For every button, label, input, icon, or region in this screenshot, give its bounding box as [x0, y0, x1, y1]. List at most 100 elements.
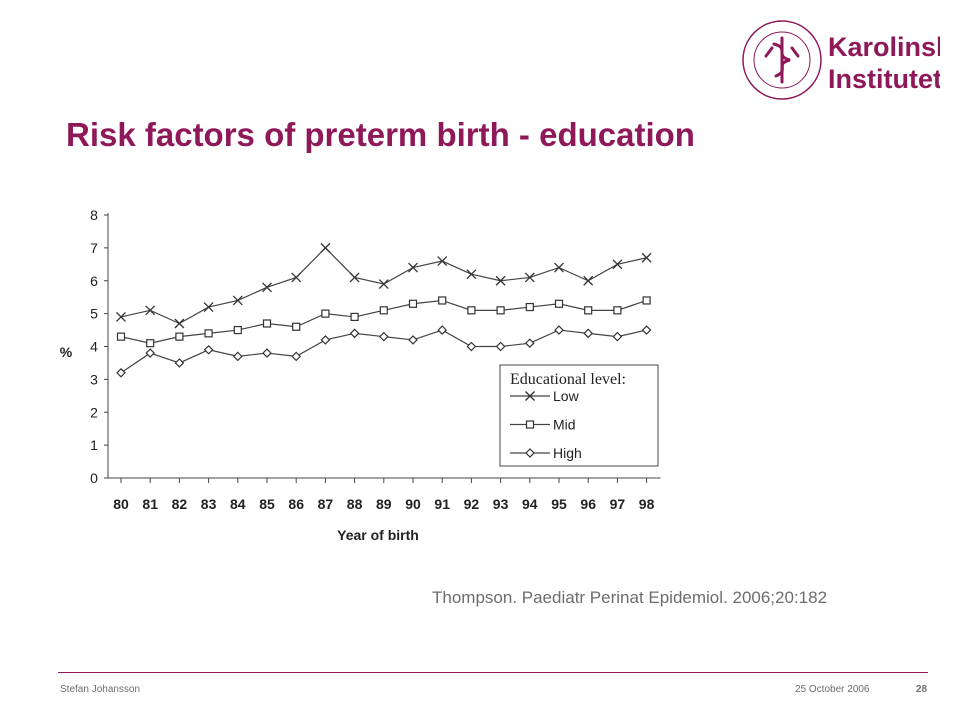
data-point: [232, 351, 243, 362]
data-point: [145, 305, 156, 316]
data-point: [495, 275, 506, 286]
data-point: [116, 332, 126, 341]
data-point: [378, 331, 389, 342]
seal-staff-icon: [764, 36, 800, 84]
logo-name-line2: Institutet: [828, 64, 940, 94]
data-point: [466, 269, 477, 280]
data-point: [116, 367, 126, 378]
y-tick-label: 7: [90, 240, 98, 256]
slide-title: Risk factors of preterm birth - educatio…: [66, 116, 695, 153]
data-point: [467, 306, 476, 315]
y-tick-label: 0: [90, 470, 98, 486]
data-point: [291, 351, 302, 362]
data-point: [292, 322, 301, 331]
data-point: [642, 296, 651, 305]
data-point: [613, 306, 622, 315]
x-tick-label: 87: [318, 496, 334, 512]
data-point: [408, 299, 418, 308]
x-tick-label: 91: [434, 496, 450, 512]
seal-inner-ring: [753, 31, 811, 89]
data-point: [495, 341, 506, 352]
data-point: [262, 348, 272, 358]
legend-label: High: [553, 445, 582, 461]
data-point: [233, 325, 242, 335]
legend-label: Low: [553, 388, 580, 404]
x-tick-label: 88: [347, 496, 363, 512]
legend-label: Mid: [553, 417, 576, 433]
x-tick-label: 84: [230, 496, 246, 512]
data-point: [554, 299, 564, 308]
data-point: [321, 309, 330, 318]
data-point: [350, 312, 359, 322]
y-tick-label: 4: [90, 339, 98, 355]
data-point: [262, 319, 272, 328]
y-tick-label: 5: [90, 306, 98, 322]
karolinska-logo: Karolinska Institutet: [742, 20, 940, 100]
x-tick-label: 94: [522, 496, 538, 512]
x-tick-label: 90: [405, 496, 421, 512]
y-tick-label: 8: [90, 207, 98, 223]
data-point: [524, 272, 535, 283]
seal-outer-ring: [742, 20, 822, 100]
data-point: [203, 344, 214, 355]
x-tick-label: 85: [259, 496, 275, 512]
data-point: [145, 348, 156, 358]
data-point: [438, 296, 447, 305]
y-tick-label: 2: [90, 404, 98, 420]
footer-date: 25 October 2006: [795, 684, 870, 695]
data-point: [554, 325, 564, 335]
x-tick-label: 86: [288, 496, 304, 512]
data-point: [641, 252, 652, 263]
data-point: [203, 302, 214, 313]
x-tick-label: 82: [172, 496, 188, 512]
x-tick-label: 83: [201, 496, 217, 512]
data-point: [612, 259, 623, 270]
x-tick-label: 95: [551, 496, 567, 512]
x-tick-label: 89: [376, 496, 392, 512]
data-point: [291, 272, 302, 283]
data-point: [408, 262, 418, 273]
x-tick-label: 98: [639, 496, 655, 512]
x-tick-label: 97: [610, 496, 626, 512]
x-tick-label: 93: [493, 496, 509, 512]
series-mid: [116, 296, 651, 348]
series-low: [116, 242, 652, 329]
data-point: [612, 331, 623, 342]
y-axis-label: %: [60, 344, 73, 360]
logo-name-line1: Karolinska: [828, 32, 940, 62]
data-point: [378, 279, 389, 289]
data-point: [174, 358, 185, 368]
legend-title: Educational level:: [510, 371, 626, 388]
data-point: [437, 256, 448, 266]
y-tick-label: 1: [90, 437, 98, 453]
data-point: [232, 295, 243, 306]
data-point: [320, 335, 331, 345]
data-point: [583, 328, 594, 339]
data-point: [349, 328, 360, 339]
data-point: [175, 332, 184, 341]
citation: Thompson. Paediatr Perinat Epidemiol. 20…: [432, 588, 828, 607]
data-point: [583, 275, 594, 286]
data-point: [554, 262, 564, 273]
data-point: [496, 306, 505, 315]
page-number: 28: [916, 684, 928, 695]
legend-marker: [525, 420, 535, 429]
data-point: [525, 302, 534, 312]
data-point: [349, 272, 360, 283]
data-point: [174, 318, 185, 329]
x-tick-label: 80: [113, 496, 129, 512]
data-point: [262, 282, 272, 293]
data-point: [408, 335, 418, 345]
data-point: [466, 341, 477, 352]
data-point: [641, 325, 652, 335]
series-high: [116, 325, 652, 378]
y-tick-label: 6: [90, 273, 98, 289]
legend-marker: [525, 391, 535, 401]
footer-divider: [58, 672, 928, 673]
data-point: [379, 306, 388, 315]
data-point: [584, 306, 593, 315]
data-point: [437, 325, 448, 335]
x-tick-label: 96: [580, 496, 596, 512]
legend-box: [499, 364, 659, 467]
footer-author: Stefan Johansson: [60, 684, 141, 695]
